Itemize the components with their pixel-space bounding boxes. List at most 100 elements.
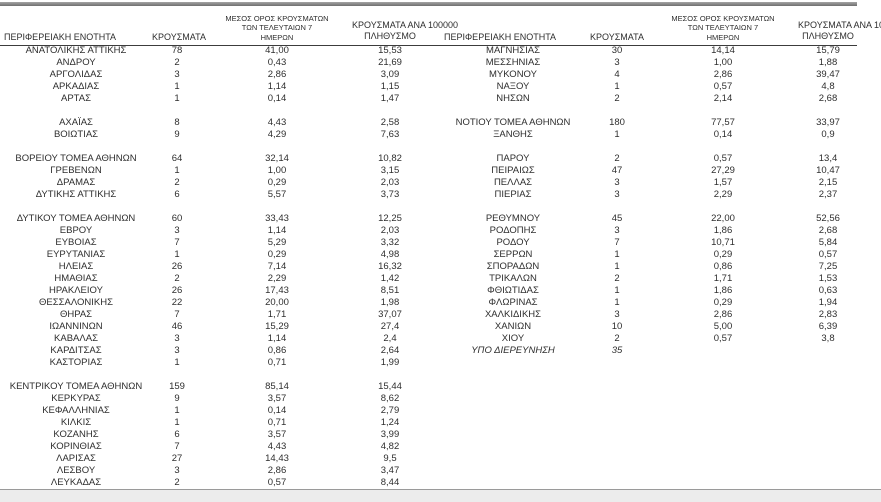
table-row: ΝΟΤΙΟΥ ΤΟΜΕΑ ΑΘΗΝΩΝ 180 77,57 33,97 [440, 117, 858, 129]
blank-cell [0, 141, 428, 153]
region-cell: ΠΙΕΡΙΑΣ [494, 189, 532, 200]
region-cell: ΜΑΓΝΗΣΙΑΣ [486, 45, 540, 56]
region-cell: ΑΝΔΡΟΥ [56, 57, 96, 68]
per100k-cell: 2,58 [380, 117, 400, 128]
cases-cell: 1 [174, 417, 180, 428]
per100k-cell: 2,68 [818, 93, 838, 104]
cases-cell: 1 [174, 357, 180, 368]
avg7-cell: 0,57 [713, 81, 733, 92]
blank-row [0, 369, 428, 381]
region-cell: ΣΕΡΡΩΝ [493, 249, 533, 260]
avg7-cell: 0,29 [267, 249, 287, 260]
per100k-cell: 37,07 [378, 309, 402, 320]
blank-row [440, 105, 858, 117]
cases-cell: 1 [614, 249, 620, 260]
avg7-cell: 2,86 [713, 69, 733, 80]
per100k-cell: 2,03 [380, 225, 400, 236]
table-row: ΠΑΡΟΥ 2 0,57 13,4 [440, 153, 858, 165]
avg7-cell [648, 345, 798, 357]
cases-cell: 2 [174, 177, 180, 188]
per100k-cell: 1,47 [380, 93, 400, 104]
region-cell: ΚΕΦΑΛΛΗΝΙΑΣ [42, 405, 110, 416]
cases-cell: 1 [614, 129, 620, 140]
avg7-cell: 77,57 [711, 117, 735, 128]
cases-cell: 3 [174, 333, 180, 344]
table-row: ΠΙΕΡΙΑΣ 3 2,29 2,37 [440, 189, 858, 201]
region-cell: ΚΕΡΚΥΡΑΣ [51, 393, 101, 404]
avg7-cell: 2,86 [267, 465, 287, 476]
blank-cell [0, 105, 428, 117]
avg7-cell: 1,57 [713, 177, 733, 188]
blank-cell [0, 201, 428, 213]
per100k-cell: 1,42 [380, 273, 400, 284]
table-row: ΚΕΡΚΥΡΑΣ 9 3,57 8,62 [0, 393, 428, 405]
cases-cell: 1 [174, 165, 180, 176]
cases-cell: 2 [174, 57, 180, 68]
region-cell: ΛΕΣΒΟΥ [56, 465, 96, 476]
cases-cell: 2 [614, 153, 620, 164]
region-cell: ΛΑΡΙΣΑΣ [56, 453, 96, 464]
per100k-cell: 3,73 [380, 189, 400, 200]
region-cell: ΔΡΑΜΑΣ [56, 177, 96, 188]
region-cell: ΚΟΖΑΝΗΣ [53, 429, 99, 440]
table-row: ΠΕΙΡΑΙΩΣ 47 27,29 10,47 [440, 165, 858, 177]
region-cell: ΘΗΡΑΣ [59, 309, 93, 320]
cases-cell: 3 [614, 57, 620, 68]
avg7-cell: 0,29 [267, 177, 287, 188]
column-header-region: ΠΕΡΙΦΕΡΕΙΑΚΗ ΕΝΟΤΗΤΑ [444, 32, 557, 42]
per100k-cell: 2,37 [818, 189, 838, 200]
avg7-cell: 1,14 [267, 81, 287, 92]
table-row: ΑΡΚΑΔΙΑΣ 1 1,14 1,15 [0, 81, 428, 93]
table-row: ΓΡΕΒΕΝΩΝ 1 1,00 3,15 [0, 165, 428, 177]
per100k-cell: 33,97 [816, 117, 840, 128]
header-row: ΠΕΡΙΦΕΡΕΙΑΚΗ ΕΝΟΤΗΤΑ ΚΡΟΥΣΜΑΤΑ ΜΕΣΟΣ ΟΡΟ… [440, 6, 881, 45]
avg7-cell: 4,29 [267, 129, 287, 140]
table-row: ΒΟΡΕΙΟΥ ΤΟΜΕΑ ΑΘΗΝΩΝ 64 32,14 10,82 [0, 153, 428, 165]
table-row: ΒΟΙΩΤΙΑΣ 9 4,29 7,63 [0, 129, 428, 141]
table-row: ΡΟΔΟΥ 7 10,71 5,84 [440, 237, 858, 249]
cases-cell: 2 [614, 273, 620, 284]
cases-cell: 1 [614, 261, 620, 272]
avg7-cell: 0,57 [713, 153, 733, 164]
cases-cell: 78 [171, 45, 183, 56]
table-row: ΚΑΒΑΛΑΣ 3 1,14 2,4 [0, 333, 428, 345]
blank-cell [440, 201, 858, 213]
region-cell: ΛΕΥΚΑΔΑΣ [50, 477, 102, 488]
cases-cell: 26 [171, 261, 183, 272]
region-cell: ΕΥΡΥΤΑΝΙΑΣ [46, 249, 106, 260]
region-cell: ΗΜΑΘΙΑΣ [54, 273, 98, 284]
blank-row [440, 201, 858, 213]
per100k-cell: 0,57 [818, 249, 838, 260]
region-cell: ΡΟΔΟΥ [496, 237, 530, 248]
avg7-cell: 1,14 [267, 333, 287, 344]
per100k-cell: 6,39 [818, 321, 838, 332]
column-header-cases: ΚΡΟΥΣΜΑΤΑ [152, 32, 206, 42]
region-cell: ΝΑΞΟΥ [496, 81, 530, 92]
per100k-cell: 3,32 [380, 237, 400, 248]
table-row: ΝΑΞΟΥ 1 0,57 4,8 [440, 81, 858, 93]
table-row: ΗΜΑΘΙΑΣ 2 2,29 1,42 [0, 273, 428, 285]
header-row: ΠΕΡΙΦΕΡΕΙΑΚΗ ΕΝΟΤΗΤΑ ΚΡΟΥΣΜΑΤΑ ΜΕΣΟΣ ΟΡΟ… [0, 6, 458, 45]
per100k-cell: 10,82 [378, 153, 402, 164]
region-cell: ΚΑΣΤΟΡΙΑΣ [49, 357, 103, 368]
avg7-cell: 1,00 [267, 165, 287, 176]
region-cell: ΒΟΙΩΤΙΑΣ [53, 129, 99, 140]
cases-cell: 2 [614, 333, 620, 344]
per100k-cell: 2,4 [383, 333, 397, 344]
avg7-cell: 0,29 [713, 297, 733, 308]
region-cell: ΒΟΡΕΙΟΥ ΤΟΜΕΑ ΑΘΗΝΩΝ [15, 153, 137, 164]
per100k-cell: 7,25 [818, 261, 838, 272]
region-cell: ΗΛΕΙΑΣ [58, 261, 94, 272]
top-border-bar [0, 2, 857, 6]
region-cell: ΠΕΛΛΑΣ [493, 177, 533, 188]
avg7-cell: 14,14 [711, 45, 735, 56]
cases-cell: 6 [174, 189, 180, 200]
cases-cell: 4 [614, 69, 620, 80]
header-underline [0, 45, 857, 46]
region-cell: ΗΡΑΚΛΕΙΟΥ [49, 285, 103, 296]
region-cell: ΚΙΛΚΙΣ [60, 417, 92, 428]
table-row: ΛΕΥΚΑΔΑΣ 2 0,57 8,44 [0, 477, 428, 489]
per100k-cell: 9,5 [383, 453, 397, 464]
region-cell: ΜΥΚΟΝΟΥ [489, 69, 537, 80]
avg7-cell: 0,29 [713, 249, 733, 260]
